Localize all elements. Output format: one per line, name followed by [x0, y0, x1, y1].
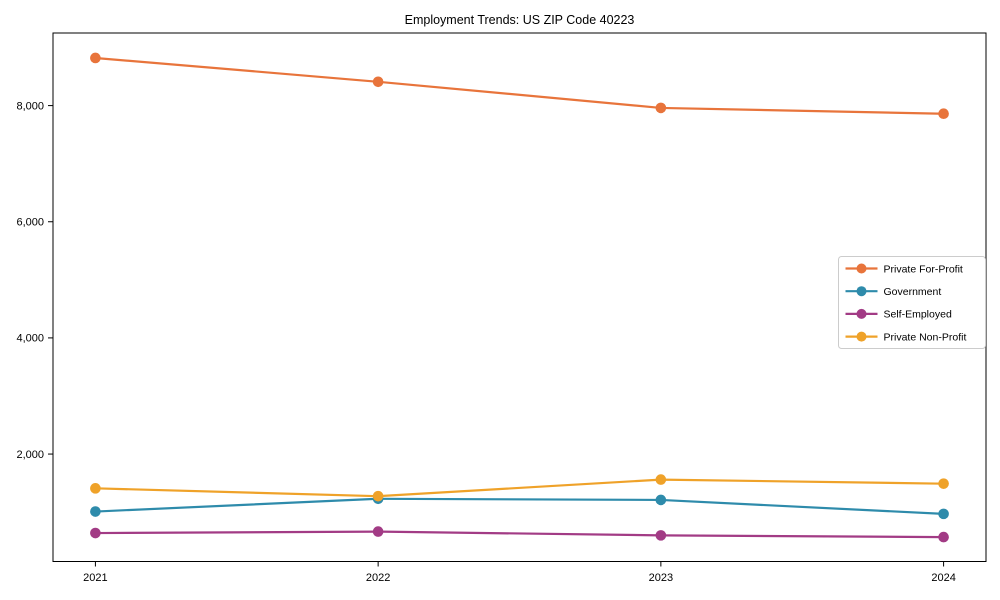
series-line-government [95, 497, 944, 515]
data-point-self-employed-2022 [372, 526, 384, 537]
data-point-self-employed-2024 [938, 531, 949, 543]
legend-label-private-non-profit: Private Non-Profit [884, 331, 967, 343]
data-point-private-non-profit-2022 [372, 490, 384, 502]
legend-box [838, 256, 986, 349]
y-tick-label: 4,000 [16, 333, 44, 345]
data-point-private-non-profit-2023 [655, 474, 667, 485]
x-tick-label: 2024 [931, 572, 955, 584]
data-point-private-for-profit-2023 [655, 102, 667, 114]
data-point-government-2024 [938, 508, 949, 520]
data-point-private-non-profit-2021 [90, 483, 101, 494]
data-point-private-for-profit-2024 [938, 108, 949, 120]
x-tick-label: 2021 [83, 572, 107, 584]
series-line-private-non-profit [95, 478, 944, 498]
y-tick-label: 2,000 [16, 449, 44, 461]
legend-marker-icon-self-employed [856, 308, 867, 319]
data-point-private-for-profit-2021 [90, 52, 101, 64]
legend: Private For-Profit Government Self-Employe… [838, 256, 986, 349]
y-axis: 2,000 4,000 6,000 8,000 [16, 100, 53, 461]
data-point-government-2021 [90, 506, 101, 517]
legend-marker-icon-private-for-profit [856, 263, 867, 274]
data-point-private-for-profit-2022 [372, 76, 384, 88]
y-tick-label: 6,000 [16, 217, 44, 229]
y-tick-label: 8,000 [16, 100, 44, 112]
series-group [90, 52, 949, 543]
series-line-self-employed [95, 530, 944, 539]
legend-label-government: Government [884, 286, 942, 298]
legend-marker-icon-private-non-profit [856, 331, 867, 342]
chart-title: Employment Trends: US ZIP Code 40223 [405, 13, 635, 27]
data-point-government-2023 [655, 494, 667, 506]
legend-label-self-employed: Self-Employed [884, 309, 952, 321]
data-point-self-employed-2021 [90, 527, 101, 539]
series-line-private-for-profit [95, 56, 944, 115]
x-tick-label: 2022 [366, 572, 390, 584]
x-tick-label: 2023 [649, 572, 673, 584]
data-point-self-employed-2023 [655, 530, 667, 541]
legend-label-private-for-profit: Private For-Profit [884, 263, 963, 275]
x-axis: 2021 2022 2023 2024 [83, 561, 956, 584]
legend-marker-icon-government [856, 286, 867, 297]
data-point-private-non-profit-2024 [938, 478, 949, 489]
